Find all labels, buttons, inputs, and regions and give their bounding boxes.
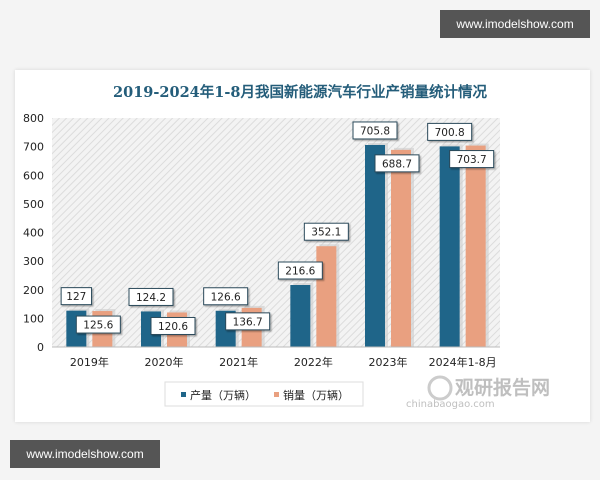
x-tick-label: 2019年 (70, 355, 109, 369)
bar-sales (391, 149, 411, 347)
y-tick-label: 800 (23, 112, 44, 125)
legend-swatch-sales (274, 392, 279, 397)
data-label-box (225, 312, 271, 331)
data-label-text: 125.6 (83, 320, 113, 332)
data-label: 705.8 (352, 121, 398, 140)
bar-production (290, 284, 311, 347)
data-label: 700.8 (427, 122, 473, 141)
data-label-text: 124.2 (136, 292, 166, 304)
x-tick-label: 2022年 (294, 355, 333, 369)
y-tick-label: 300 (23, 255, 44, 268)
legend-swatch-production (181, 392, 186, 397)
bar-sales (316, 246, 337, 347)
data-label-text: 703.7 (457, 154, 487, 166)
x-tick-label: 2023年 (369, 355, 408, 369)
watermark-bottom: www.imodelshow.com (10, 440, 160, 468)
y-tick-label: 600 (23, 169, 44, 182)
data-label-box (374, 154, 420, 173)
data-label-text: 700.8 (435, 127, 465, 139)
data-label-box (203, 287, 249, 306)
bar-production (365, 144, 385, 347)
x-tick-label: 2020年 (145, 355, 184, 369)
data-label: 126.6 (203, 287, 249, 306)
legend-label-sales: 销量（万辆） (283, 388, 349, 402)
data-label-box (150, 316, 196, 335)
data-label: 124.2 (128, 287, 174, 306)
data-label: 352.1 (303, 222, 349, 241)
data-label-box (60, 287, 93, 306)
brand-logo: 观研报告网 chinabaogao.com (406, 375, 550, 410)
svg-text:chinabaogao.com: chinabaogao.com (406, 399, 495, 410)
data-label-box (128, 287, 174, 306)
y-tick-label: 100 (23, 312, 44, 325)
bar-production (439, 146, 460, 347)
plot-area (52, 118, 500, 347)
data-label-box (277, 261, 323, 280)
data-label: 703.7 (449, 150, 495, 169)
data-label-box (75, 315, 121, 334)
legend-label-production: 产量（万辆） (190, 388, 256, 402)
data-label-box (352, 121, 398, 140)
y-tick-label: 200 (23, 284, 44, 297)
y-tick-label: 500 (23, 198, 44, 211)
x-tick-label: 2021年 (219, 355, 258, 369)
y-tick-label: 0 (37, 341, 44, 354)
x-tick-label: 2024年1-8月 (429, 355, 497, 369)
data-label-text: 216.6 (285, 265, 315, 277)
legend: 产量（万辆） 销量（万辆） (164, 381, 364, 407)
svg-text:观研报告网: 观研报告网 (455, 376, 550, 399)
data-label: 127 (60, 287, 93, 306)
data-label: 120.6 (150, 316, 196, 335)
data-label: 125.6 (75, 315, 121, 334)
bar-sales (465, 145, 486, 347)
data-label-box (427, 122, 473, 141)
data-label-text: 120.6 (158, 321, 188, 333)
watermark-top: www.imodelshow.com (440, 10, 590, 38)
data-label-text: 688.7 (382, 158, 412, 170)
y-tick-label: 700 (23, 141, 44, 154)
data-label-box (449, 150, 495, 169)
data-label-text: 352.1 (311, 227, 341, 239)
data-label: 216.6 (277, 261, 323, 280)
data-label-text: 127 (66, 291, 86, 303)
y-tick-label: 400 (23, 227, 44, 240)
data-label-text: 705.8 (360, 125, 390, 137)
chart-title: 2019-2024年1-8月我国新能源汽车行业产销量统计情况 (113, 83, 487, 101)
data-label-text: 136.7 (233, 316, 263, 328)
data-label-box (303, 222, 349, 241)
data-label: 136.7 (225, 312, 271, 331)
data-label: 688.7 (374, 154, 420, 173)
data-label-text: 126.6 (211, 291, 241, 303)
